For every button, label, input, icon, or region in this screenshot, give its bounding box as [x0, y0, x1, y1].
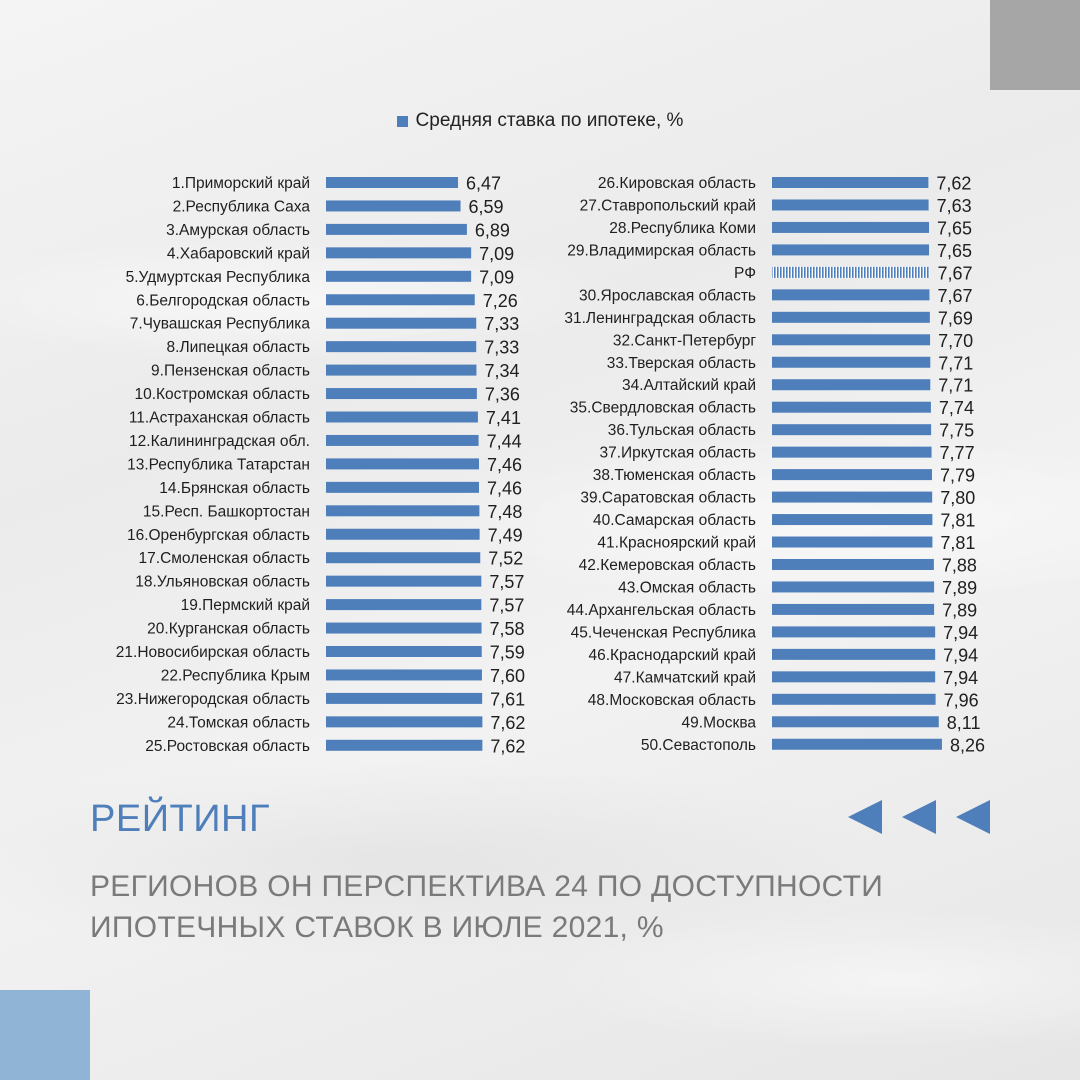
arrows-decoration [848, 800, 990, 834]
page-subtitle: РЕГИОНОВ ОН ПЕРСПЕКТИВА 24 ПО ДОСТУПНОСТ… [90, 866, 910, 948]
subtitle-line-1: РЕГИОНОВ ОН ПЕРСПЕКТИВА 24 ПО ДОСТУПНОСТ… [90, 870, 884, 903]
arrow-left-icon [848, 800, 882, 834]
subtitle-line-2: ИПОТЕЧНЫХ СТАВОК В ИЮЛЕ 2021, % [90, 911, 664, 944]
legend-swatch [396, 115, 408, 127]
corner-block-top-right [990, 0, 1080, 90]
arrow-left-icon [956, 800, 990, 834]
legend-label: Средняя ставка по ипотеке, % [415, 110, 684, 131]
page-title: РЕЙТИНГ [90, 798, 271, 840]
arrow-left-icon [902, 800, 936, 834]
chart-legend: Средняя ставка по ипотеке, % [0, 110, 1080, 132]
corner-block-bottom-left [0, 990, 90, 1080]
